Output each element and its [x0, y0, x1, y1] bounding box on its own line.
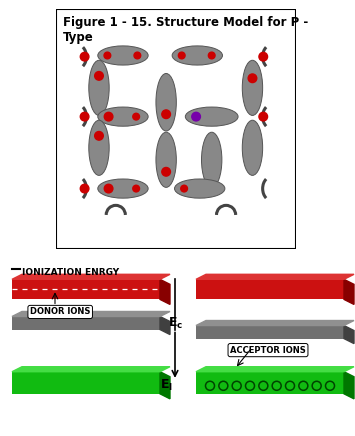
Circle shape [162, 110, 170, 119]
Circle shape [181, 185, 187, 192]
Polygon shape [196, 367, 354, 372]
Text: $\mathbf{E_c}$: $\mathbf{E_c}$ [168, 316, 183, 331]
Polygon shape [344, 372, 354, 399]
Circle shape [178, 52, 185, 59]
FancyBboxPatch shape [56, 9, 296, 249]
Bar [196, 372, 344, 394]
Circle shape [80, 112, 89, 121]
Text: Figure 1 - 15. Structure Model for P -
Type: Figure 1 - 15. Structure Model for P - T… [63, 16, 308, 44]
Ellipse shape [242, 120, 263, 175]
Polygon shape [196, 320, 354, 326]
Bar [196, 326, 344, 339]
Circle shape [80, 184, 89, 193]
Circle shape [208, 52, 215, 59]
Polygon shape [344, 279, 354, 304]
Circle shape [134, 52, 141, 59]
Polygon shape [160, 317, 170, 334]
Circle shape [259, 112, 268, 121]
Polygon shape [12, 367, 170, 372]
Ellipse shape [156, 132, 176, 187]
Ellipse shape [185, 107, 238, 126]
Circle shape [248, 74, 257, 82]
Polygon shape [160, 372, 170, 399]
Ellipse shape [98, 107, 148, 126]
Polygon shape [344, 326, 354, 344]
Ellipse shape [98, 46, 148, 65]
Polygon shape [12, 311, 170, 317]
Text: $\mathbf{E_I}$: $\mathbf{E_I}$ [160, 378, 173, 393]
Circle shape [162, 167, 170, 176]
Polygon shape [12, 274, 170, 279]
Ellipse shape [242, 60, 263, 116]
Circle shape [133, 185, 140, 192]
Ellipse shape [202, 132, 222, 187]
Ellipse shape [156, 73, 176, 131]
Text: ACCEPTOR IONS: ACCEPTOR IONS [230, 346, 306, 354]
Circle shape [192, 112, 201, 121]
Ellipse shape [175, 179, 225, 198]
Polygon shape [196, 274, 354, 279]
Circle shape [95, 132, 103, 140]
Polygon shape [160, 279, 170, 304]
Circle shape [80, 52, 89, 61]
Ellipse shape [89, 120, 109, 175]
Bar [12, 317, 160, 330]
Ellipse shape [172, 46, 223, 65]
Circle shape [259, 52, 268, 61]
Ellipse shape [98, 179, 148, 198]
Circle shape [104, 52, 111, 59]
Bar [196, 279, 344, 300]
Text: DONOR IONS: DONOR IONS [30, 307, 91, 317]
Circle shape [104, 112, 113, 121]
Text: IONIZATION ENRGY: IONIZATION ENRGY [22, 268, 119, 277]
Circle shape [133, 113, 140, 120]
Bar [12, 279, 160, 300]
Circle shape [104, 184, 113, 193]
Ellipse shape [89, 60, 109, 116]
Bar [12, 372, 160, 394]
Circle shape [95, 72, 103, 80]
